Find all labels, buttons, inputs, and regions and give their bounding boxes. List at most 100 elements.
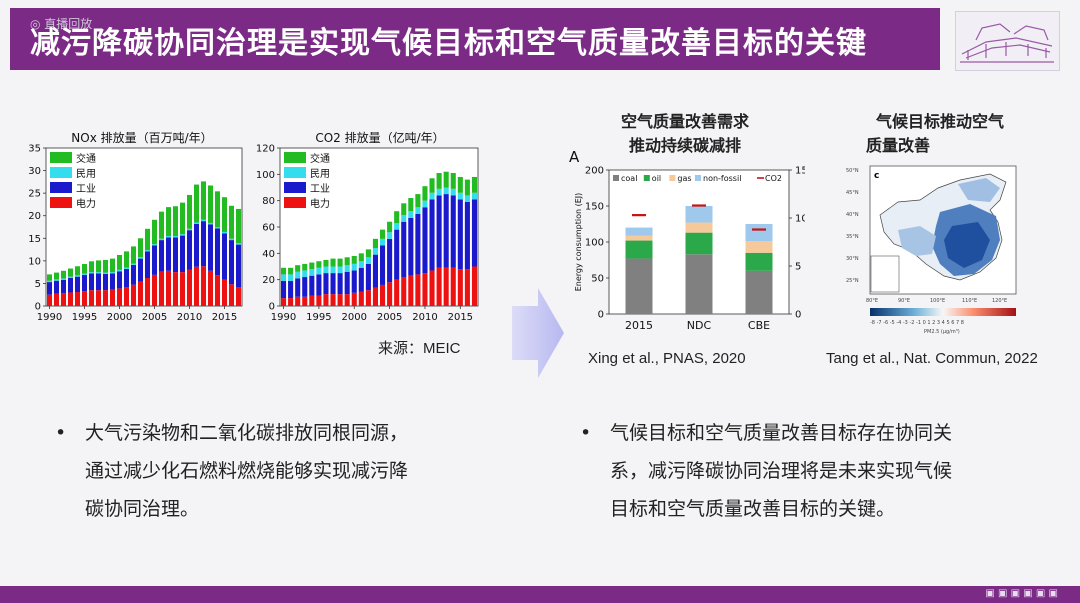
left-bullet-text: • 大气污染物和二氧化碳排放同根同源， 通过减少化石燃料燃烧能够实现减污降 碳协… bbox=[55, 414, 505, 528]
bar-segment bbox=[228, 240, 235, 285]
legend-swatch bbox=[695, 175, 701, 181]
y-tick-label: 20 bbox=[28, 211, 41, 222]
bar-segment bbox=[372, 238, 379, 249]
svg-text:-8 -7 -6 -5 -4 -3 -2 -1 0 1 2: -8 -7 -6 -5 -4 -3 -2 -1 0 1 2 3 4 5 6 7 … bbox=[870, 320, 964, 326]
bar-segment bbox=[365, 290, 371, 306]
svg-text:90°E: 90°E bbox=[898, 298, 910, 304]
bar-segment bbox=[387, 232, 393, 239]
bar-segment bbox=[46, 294, 53, 306]
bar-segment bbox=[74, 292, 81, 306]
bar-segment bbox=[144, 250, 151, 252]
bar-segment bbox=[379, 245, 386, 285]
tang-pm25-map: c 50°N 45°N 40°N 35°N 30°N 25°N 80°E 90°E 100°… bbox=[846, 165, 1017, 335]
bar-segment bbox=[221, 279, 228, 306]
bar-segment bbox=[102, 290, 109, 306]
tang-panel-title: 气候目标推动空气 质量改善 bbox=[850, 110, 1030, 158]
bar-segment bbox=[88, 273, 95, 291]
bar-segment bbox=[200, 266, 207, 306]
bar-segment bbox=[436, 195, 442, 268]
bar-segment bbox=[158, 271, 165, 306]
bar-segment bbox=[123, 287, 130, 306]
bar-segment bbox=[74, 266, 81, 276]
bar-segment bbox=[323, 294, 329, 306]
bar-segment bbox=[109, 258, 116, 273]
bar-segment bbox=[172, 237, 179, 273]
bar-segment bbox=[365, 249, 371, 258]
bar-segment bbox=[88, 272, 95, 274]
legend-label: CO2 bbox=[765, 174, 782, 183]
bar-segment bbox=[158, 238, 165, 241]
y-tick-label: 200 bbox=[585, 166, 604, 177]
bar-segment bbox=[137, 258, 144, 282]
playback-label: ◎ 直播回放 bbox=[30, 17, 93, 31]
x-tick-label: 1990 bbox=[37, 312, 62, 323]
bar-segment bbox=[344, 271, 350, 295]
bar-segment bbox=[280, 274, 287, 281]
svg-text:35°N: 35°N bbox=[846, 234, 859, 240]
legend-label: 电力 bbox=[76, 197, 96, 210]
legend-label: oil bbox=[652, 174, 661, 183]
bar-segment bbox=[408, 198, 414, 212]
university-building-logo bbox=[955, 11, 1060, 71]
bar-segment bbox=[280, 280, 287, 299]
bar-segment bbox=[130, 263, 137, 265]
bar-segment bbox=[323, 266, 329, 274]
y-tick-label: 25 bbox=[28, 189, 41, 200]
pnas-title-line1: 空气质量改善需求 bbox=[620, 112, 749, 131]
bar-segment bbox=[316, 295, 322, 306]
nox-emission-chart: NOx 排放量（百万吨/年） 0 5 10 15 20 25 30 35 1990 1995 200… bbox=[28, 130, 243, 323]
legend-swatch bbox=[284, 152, 306, 163]
bar-segment bbox=[95, 290, 102, 306]
bar-segment bbox=[394, 223, 400, 230]
bar-segment bbox=[316, 274, 322, 296]
legend-label: 工业 bbox=[310, 183, 330, 195]
bar-segment bbox=[316, 261, 322, 268]
x-tick-label: 2000 bbox=[107, 312, 132, 323]
bar-segment bbox=[123, 267, 130, 269]
bar-segment bbox=[288, 298, 294, 306]
legend-swatch bbox=[50, 182, 72, 193]
bar-segment bbox=[316, 267, 322, 275]
bar-segment bbox=[295, 296, 301, 306]
bar-segment bbox=[330, 266, 336, 274]
legend-swatch bbox=[284, 182, 306, 193]
bar-segment bbox=[280, 298, 287, 306]
bar-segment bbox=[186, 230, 193, 270]
bar-segment bbox=[408, 211, 414, 218]
bar-segment bbox=[235, 243, 242, 245]
y-tick-label: 40 bbox=[262, 249, 275, 260]
bar-segment bbox=[464, 179, 470, 196]
bar-segment bbox=[330, 258, 336, 267]
legend-swatch bbox=[284, 167, 306, 178]
bar-segment bbox=[67, 268, 74, 277]
x-tick-label: 1995 bbox=[306, 312, 331, 323]
bar-segment bbox=[67, 292, 74, 306]
legend-label: 工业 bbox=[76, 183, 96, 195]
legend-label: gas bbox=[677, 174, 691, 183]
svg-text:25°N: 25°N bbox=[846, 278, 859, 284]
tang-panel-letter: c bbox=[874, 171, 879, 181]
bar-segment bbox=[165, 270, 172, 306]
bar-segment bbox=[415, 207, 421, 214]
bar-segment bbox=[67, 278, 74, 293]
bar-segment bbox=[379, 284, 386, 306]
bar-segment bbox=[102, 259, 109, 273]
bar-segment bbox=[351, 263, 357, 271]
x-tick-label: 2015 bbox=[448, 312, 473, 323]
bar-segment bbox=[95, 273, 102, 291]
svg-text:30°N: 30°N bbox=[846, 256, 859, 262]
bar-segment bbox=[358, 267, 364, 292]
bar-segment bbox=[221, 231, 228, 234]
bar-segment bbox=[344, 265, 350, 272]
bar-segment bbox=[387, 221, 393, 233]
bar-segment bbox=[309, 262, 315, 270]
bar-segment bbox=[46, 274, 53, 281]
bar-segment bbox=[745, 252, 773, 271]
bar-segment bbox=[158, 211, 165, 239]
pnas-title-line2: 推动持续碳减排 bbox=[628, 136, 741, 155]
bar-segment bbox=[165, 236, 172, 238]
svg-text:100°E: 100°E bbox=[930, 298, 945, 304]
left-bullet-line3: 碳协同治理。 bbox=[85, 498, 200, 520]
bar-segment bbox=[144, 228, 151, 251]
legend-swatch bbox=[284, 197, 306, 208]
